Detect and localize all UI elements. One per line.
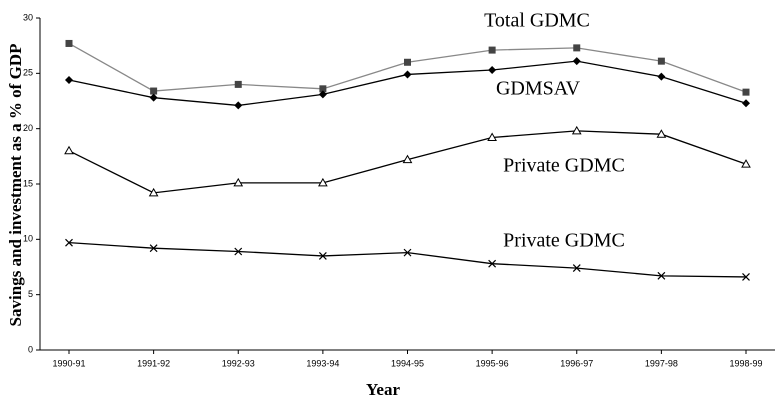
- marker: [656, 129, 667, 138]
- series-line: [68, 242, 747, 278]
- series-label: GDMSAV: [496, 78, 581, 100]
- x-tick-label: 1996-97: [560, 358, 593, 368]
- marker: [742, 99, 750, 108]
- marker: [573, 44, 581, 52]
- y-tick-label: 25: [23, 68, 33, 78]
- marker: [742, 273, 750, 281]
- marker: [488, 66, 497, 75]
- marker: [403, 70, 412, 79]
- series-label: Private GDMC: [503, 155, 625, 177]
- marker: [149, 93, 158, 102]
- marker: [657, 271, 666, 280]
- marker: [149, 244, 158, 253]
- marker: [318, 177, 328, 187]
- marker: [741, 159, 751, 168]
- marker: [402, 154, 413, 164]
- y-tick-label: 30: [23, 12, 33, 22]
- marker: [657, 57, 665, 65]
- series-label: Total GDMC: [484, 10, 590, 32]
- marker: [64, 145, 74, 155]
- x-tick-label: 1994-95: [391, 358, 424, 368]
- x-tick-label: 1991-92: [137, 358, 170, 368]
- marker: [65, 238, 73, 247]
- marker: [318, 252, 327, 260]
- marker: [318, 90, 327, 99]
- y-tick-label: 0: [28, 344, 33, 354]
- y-axis-label: Savings and investment as a % of GDP: [6, 44, 25, 327]
- y-tick-label: 20: [23, 123, 33, 133]
- marker: [234, 247, 243, 256]
- marker: [487, 132, 497, 142]
- marker: [403, 248, 412, 257]
- marker: [571, 125, 582, 135]
- y-tick-label: 10: [23, 234, 33, 244]
- series-line: [68, 60, 747, 107]
- marker: [233, 177, 244, 187]
- marker: [404, 58, 411, 66]
- series-label: Private GDMC: [503, 230, 625, 252]
- x-tick-label: 1993-94: [306, 358, 339, 368]
- marker: [572, 57, 581, 66]
- marker: [148, 187, 159, 197]
- marker: [742, 88, 750, 96]
- x-tick-label: 1992-93: [222, 358, 255, 368]
- y-tick-label: 15: [23, 178, 33, 188]
- marker: [572, 264, 581, 273]
- x-tick-label: 1990-91: [52, 358, 85, 368]
- series-line: [68, 42, 747, 93]
- marker: [319, 85, 327, 93]
- marker: [150, 87, 158, 95]
- x-tick-label: 1997-98: [645, 358, 678, 368]
- marker: [488, 259, 497, 268]
- marker: [234, 80, 242, 88]
- y-tick-label: 5: [28, 289, 33, 299]
- marker: [65, 39, 73, 47]
- x-tick-label: 1998-99: [729, 358, 762, 368]
- marker: [657, 72, 666, 81]
- marker: [234, 101, 243, 110]
- x-tick-label: 1995-96: [476, 358, 509, 368]
- marker: [488, 46, 496, 54]
- x-axis-label: Year: [366, 380, 400, 399]
- marker: [65, 75, 73, 84]
